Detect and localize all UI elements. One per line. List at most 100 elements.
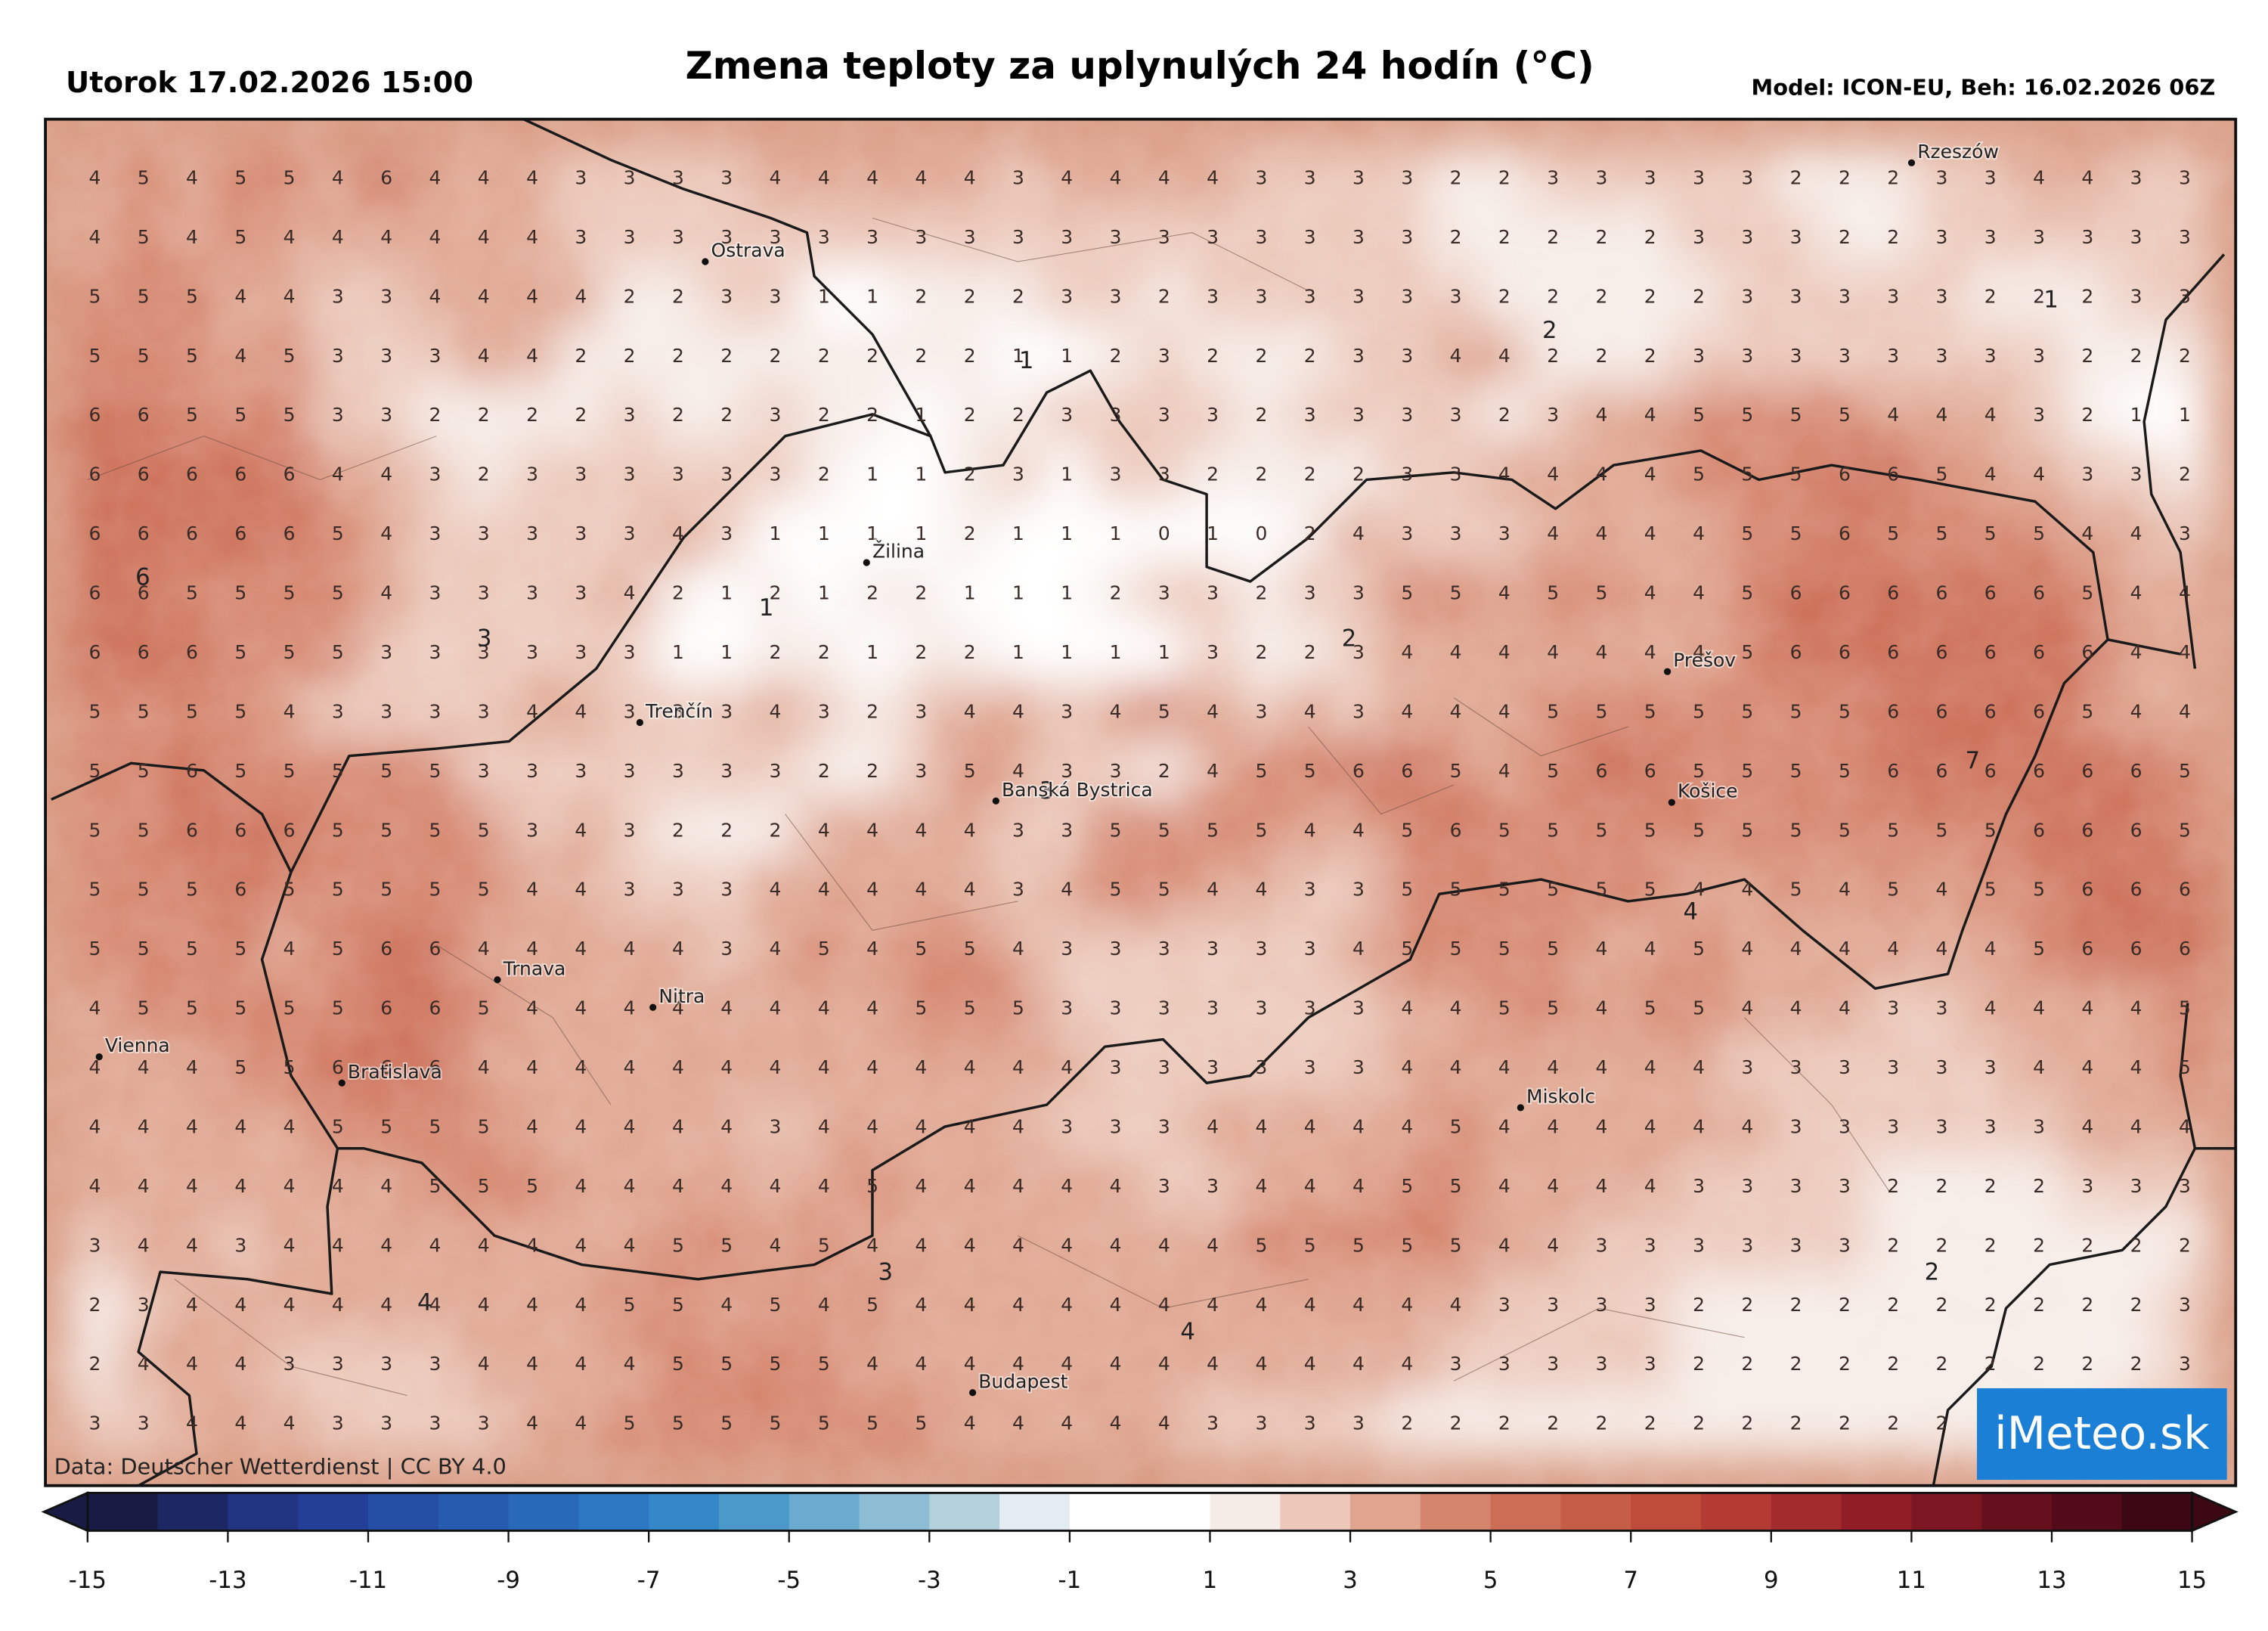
grid-value: 2 xyxy=(1255,345,1267,367)
grid-value: 5 xyxy=(429,760,442,782)
grid-value: 4 xyxy=(1547,1234,1559,1256)
grid-value: 4 xyxy=(1984,464,1997,485)
grid-value: 3 xyxy=(380,700,392,722)
grid-value: 5 xyxy=(429,879,442,901)
grid-value: 4 xyxy=(575,1234,587,1256)
grid-value: 4 xyxy=(964,1175,976,1197)
grid-value: 2 xyxy=(1936,1353,1948,1375)
grid-value: 3 xyxy=(866,226,878,248)
grid-value: 2 xyxy=(672,404,684,426)
grid-value: 4 xyxy=(818,879,830,901)
grid-value: 6 xyxy=(2179,879,2191,901)
grid-value: 3 xyxy=(526,760,538,782)
grid-value: 1 xyxy=(2179,404,2191,426)
grid-value: 3 xyxy=(1255,700,1267,722)
contour-label: 4 xyxy=(417,1289,432,1316)
city-dot xyxy=(636,718,643,727)
grid-value: 3 xyxy=(1790,345,1802,367)
grid-value: 5 xyxy=(332,879,344,901)
grid-value: 5 xyxy=(2033,522,2045,544)
grid-value: 4 xyxy=(332,1294,344,1316)
grid-value: 2 xyxy=(1984,1234,1997,1256)
grid-value: 3 xyxy=(1061,285,1073,307)
grid-value: 5 xyxy=(1595,819,1607,841)
grid-value: 6 xyxy=(186,522,198,544)
grid-value: 3 xyxy=(575,760,587,782)
grid-value: 3 xyxy=(1158,1115,1170,1137)
grid-value: 3 xyxy=(1304,582,1316,604)
grid-value: 4 xyxy=(234,1115,246,1137)
grid-value: 4 xyxy=(380,582,392,604)
logo-text: iMeteo.sk xyxy=(1994,1408,2210,1460)
city-dot xyxy=(1668,798,1675,806)
grid-value: 3 xyxy=(1207,938,1219,960)
grid-value: 3 xyxy=(2130,464,2143,485)
grid-value: 4 xyxy=(1644,1115,1656,1137)
grid-value: 5 xyxy=(1790,760,1802,782)
grid-value: 2 xyxy=(1887,1294,1899,1316)
grid-value: 3 xyxy=(964,226,976,248)
grid-value: 2 xyxy=(964,345,976,367)
grid-value: 3 xyxy=(1352,226,1365,248)
grid-value: 4 xyxy=(88,166,101,188)
grid-value: 4 xyxy=(478,285,490,307)
grid-value: 5 xyxy=(138,226,150,248)
grid-value: 2 xyxy=(1401,1412,1413,1434)
grid-value: 3 xyxy=(1352,1412,1365,1434)
grid-value: 5 xyxy=(88,938,101,960)
grid-value: 3 xyxy=(1158,345,1170,367)
grid-value: 3 xyxy=(1401,345,1413,367)
colorbar-segment xyxy=(789,1493,860,1531)
grid-value: 2 xyxy=(1644,345,1656,367)
grid-value: 3 xyxy=(2179,522,2191,544)
grid-value: 2 xyxy=(1887,166,1899,188)
grid-value: 0 xyxy=(1255,522,1267,544)
contour-label: 6 xyxy=(135,564,150,591)
grid-value: 2 xyxy=(1741,1353,1753,1375)
grid-value: 5 xyxy=(429,1175,442,1197)
grid-value: 4 xyxy=(1352,1115,1365,1137)
grid-value: 3 xyxy=(1401,226,1413,248)
grid-value: 6 xyxy=(2033,641,2045,663)
grid-value: 3 xyxy=(234,1234,246,1256)
grid-value: 5 xyxy=(1547,997,1559,1019)
colorbar-segment xyxy=(718,1493,790,1531)
grid-value: 3 xyxy=(1984,1115,1997,1137)
colorbar-segment xyxy=(1139,1493,1211,1531)
grid-value: 5 xyxy=(1644,700,1656,722)
grid-value: 1 xyxy=(964,582,976,604)
grid-value: 3 xyxy=(1936,997,1948,1019)
grid-value: 4 xyxy=(866,1353,878,1375)
grid-value: 6 xyxy=(2081,760,2093,782)
grid-value: 4 xyxy=(284,938,296,960)
grid-value: 5 xyxy=(88,760,101,782)
grid-value: 5 xyxy=(2179,1056,2191,1078)
grid-value: 4 xyxy=(1644,404,1656,426)
grid-value: 3 xyxy=(2179,166,2191,188)
grid-value: 5 xyxy=(818,1353,830,1375)
grid-value: 3 xyxy=(332,345,344,367)
grid-value: 4 xyxy=(624,938,636,960)
grid-value: 6 xyxy=(380,166,392,188)
grid-value: 4 xyxy=(1061,1056,1073,1078)
grid-value: 4 xyxy=(964,1294,976,1316)
map-area: 4 5 4 5 5 4 6 4 4 4 3 3 3 3 4 4 4 4 4 3 4 4 4 4 3 3 3 3 2 2 3 3 3 3 3 2 2 2 3 3… xyxy=(45,119,2236,1486)
grid-value: 5 xyxy=(1887,879,1899,901)
grid-value: 2 xyxy=(1693,285,1705,307)
grid-value: 4 xyxy=(1741,938,1753,960)
grid-value: 3 xyxy=(478,760,490,782)
grid-value: 3 xyxy=(1644,1353,1656,1375)
grid-value: 4 xyxy=(720,1056,733,1078)
grid-value: 5 xyxy=(1741,700,1753,722)
grid-value: 1 xyxy=(818,522,830,544)
grid-value: 1 xyxy=(1110,522,1122,544)
colorbar-tick-label: 15 xyxy=(2177,1567,2207,1594)
grid-value: 4 xyxy=(2179,582,2191,604)
grid-value: 4 xyxy=(915,1056,927,1078)
grid-value: 3 xyxy=(380,345,392,367)
grid-value: 4 xyxy=(624,582,636,604)
grid-value: 4 xyxy=(1012,1115,1024,1137)
grid-value: 4 xyxy=(964,1234,976,1256)
city-dot xyxy=(338,1079,345,1087)
grid-value: 3 xyxy=(1936,345,1948,367)
